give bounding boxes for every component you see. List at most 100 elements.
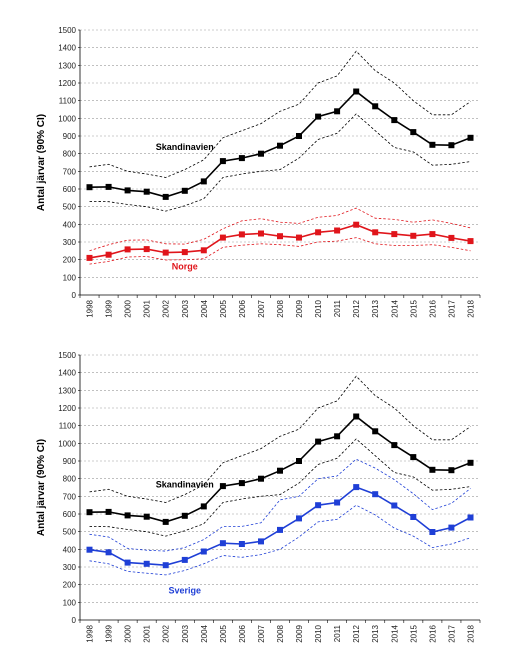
chart-bottom: 0 100 200 300 400 500 600 700 800 900 1000 1100 1200…: [36, 351, 481, 643]
norge-point: [410, 232, 417, 239]
norge-point: [448, 234, 455, 241]
skandinavien-point: [219, 483, 226, 490]
sverige-point: [410, 514, 417, 520]
x-tick-label: 2018: [466, 624, 475, 642]
x-tick-label: 2013: [371, 299, 380, 317]
norge-ci-lower-line: [89, 237, 471, 265]
x-tick-label: 2015: [409, 299, 418, 317]
x-tick-label: 2013: [371, 624, 380, 642]
x-tick-label: 2002: [162, 624, 171, 642]
x-tick-label: 1999: [105, 299, 114, 317]
skandinavien-point: [124, 187, 131, 194]
skandinavien-point: [86, 509, 93, 516]
sverige-point: [105, 549, 112, 556]
skandinavien-point: [219, 158, 226, 165]
x-tick-label: 1998: [86, 299, 95, 317]
sverige-point: [238, 541, 245, 547]
y-tick-label: 400: [63, 545, 77, 554]
sverige-point: [372, 491, 379, 498]
x-tick-label: 2009: [295, 624, 304, 642]
sverige-point: [143, 560, 150, 567]
y-tick-label: 1500: [58, 351, 76, 360]
skandinavien-point: [162, 193, 169, 200]
x-tick-label: 2007: [257, 624, 266, 642]
norge-line: [89, 223, 471, 259]
sverige-point: [277, 526, 283, 533]
y-tick-label: 1300: [58, 386, 76, 395]
y-tick-label: 700: [63, 167, 77, 176]
skandinavien-point: [258, 475, 264, 482]
x-tick-label: 2010: [314, 299, 323, 317]
norge-point: [372, 229, 379, 236]
y-tick-label: 300: [63, 563, 77, 572]
skandinavien-point: [448, 467, 455, 474]
x-tick-label: 2011: [333, 299, 342, 317]
y-tick-label: 600: [63, 510, 77, 519]
norge-point: [353, 221, 360, 228]
sverige-point: [353, 484, 360, 491]
skandinavien-point: [391, 442, 398, 449]
skandinavien-point: [238, 480, 245, 487]
skandinavien-point: [334, 108, 341, 115]
x-tick-label: 2004: [200, 299, 209, 317]
x-tick-label: 2012: [352, 299, 361, 317]
skandinavien-point: [181, 187, 188, 194]
skandinavien-point: [429, 141, 436, 148]
skandinavien-point: [315, 438, 322, 445]
sverige-point: [86, 546, 93, 553]
y-tick-label: 100: [63, 273, 77, 282]
x-tick-label: 2003: [181, 299, 190, 317]
sverige-series-label: Sverige: [168, 586, 201, 596]
x-tick-label: 2016: [428, 624, 437, 642]
y-tick-label: 500: [63, 528, 77, 537]
norge-point: [200, 247, 207, 254]
x-tick-label: 2014: [390, 624, 399, 642]
x-tick-label: 1999: [105, 624, 114, 642]
skandinavien-point: [467, 459, 474, 466]
x-tick-label: 2005: [219, 299, 228, 317]
skandinavien-ci-upper-line: [89, 375, 471, 503]
y-tick-label: 300: [63, 238, 77, 247]
norge-point: [315, 229, 322, 236]
y-axis-label: Antal järvar (90% CI): [36, 114, 47, 211]
y-tick-label: 800: [63, 475, 77, 484]
x-tick-label: 1998: [86, 624, 95, 642]
norge-point: [162, 249, 169, 256]
y-tick-label: 1200: [58, 79, 76, 88]
sverige-ci-upper-line: [89, 458, 471, 552]
norge-point: [105, 251, 112, 258]
y-tick-label: 1400: [58, 44, 76, 53]
skandinavien-point: [258, 150, 264, 157]
skandinavien-point: [467, 134, 474, 141]
x-tick-label: 2016: [428, 299, 437, 317]
sverige-ci-lower-line: [89, 504, 471, 576]
y-tick-label: 900: [63, 457, 77, 466]
y-tick-label: 500: [63, 203, 77, 212]
y-tick-label: 600: [63, 185, 77, 194]
sverige-point: [162, 562, 169, 569]
sverige-point: [448, 524, 455, 531]
x-tick-label: 2007: [257, 299, 266, 317]
skandinavien-point: [353, 88, 360, 95]
sverige-point: [200, 548, 207, 555]
y-tick-label: 200: [63, 256, 77, 265]
skandinavien-point: [353, 413, 360, 420]
x-tick-label: 2000: [124, 299, 133, 317]
y-tick-label: 400: [63, 220, 77, 229]
norge-point: [296, 234, 302, 241]
skandinavien-point: [277, 467, 283, 474]
skandinavien-point: [391, 117, 398, 124]
x-tick-label: 2002: [162, 299, 171, 317]
chart-top: 0 100 200 300 400 500 600 700 800 900 1000 1100 1200…: [36, 26, 481, 318]
skandinavien-point: [429, 466, 436, 473]
sverige-point: [334, 499, 341, 506]
y-tick-label: 900: [63, 132, 77, 141]
skandinavien-point: [200, 503, 207, 510]
skandinavien-point: [315, 113, 322, 120]
sverige-point: [391, 502, 398, 509]
skandinavien-point: [372, 103, 379, 110]
norge-point: [86, 254, 93, 261]
skandinavien-point: [200, 178, 207, 185]
sverige-point: [296, 515, 302, 522]
skandinavien-point: [124, 512, 131, 519]
